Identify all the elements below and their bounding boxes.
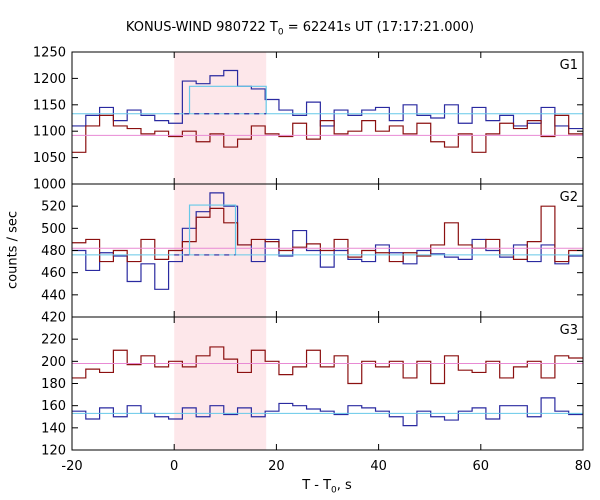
y-tick-label: 120 <box>41 444 66 459</box>
y-tick-label: 1000 <box>33 178 66 193</box>
y-tick-label: 440 <box>41 288 66 303</box>
panel-label: G1 <box>560 58 578 73</box>
x-tick-label: 80 <box>575 459 592 474</box>
x-tick-label: -20 <box>61 459 82 474</box>
series-g3-red <box>72 346 583 385</box>
panel-g1: 1000 1050 1100 1150 1200 1250 G1 <box>33 46 584 193</box>
panel-label: G2 <box>560 190 578 205</box>
series-g2-red <box>72 205 583 263</box>
y-tick-label: 1150 <box>33 98 66 113</box>
y-tick-label: 220 <box>41 333 66 348</box>
y-tick-label: 140 <box>41 421 66 436</box>
x-axis-label: T - T0, s <box>302 478 352 496</box>
y-tick-label: 200 <box>41 355 66 370</box>
x-tick-label: 40 <box>370 459 387 474</box>
y-tick-label: 420 <box>41 311 66 326</box>
panel-frame-g1 <box>71 51 584 185</box>
panel-frame-g3 <box>71 316 584 451</box>
y-tick-label: 180 <box>41 377 66 392</box>
chart-title: KONUS-WIND 980722 T0 = 62241s UT (17:17:… <box>125 20 475 38</box>
panel-g3: 120 140 160 180 200 220 G3 <box>41 316 584 459</box>
x-tick-label: 0 <box>170 459 178 474</box>
panel-label: G3 <box>560 323 578 338</box>
series-g1-burst-mean <box>188 85 267 114</box>
y-tick-label: 480 <box>41 244 66 259</box>
panel-g2: 420 440 460 480 500 520 G2 <box>41 183 584 326</box>
y-tick-label: 160 <box>41 399 66 414</box>
burst-interval-shade <box>174 52 267 450</box>
x-tick-label: 20 <box>268 459 285 474</box>
series-g2-burst-mean <box>188 204 237 255</box>
y-tick-label: 1200 <box>33 72 66 87</box>
x-tick-label: 60 <box>473 459 490 474</box>
y-tick-label: 460 <box>41 266 66 281</box>
y-tick-label: 1100 <box>33 125 66 140</box>
y-axis-label: counts / sec <box>5 210 21 290</box>
series-g1-blue <box>72 69 583 130</box>
series-g1-red <box>72 114 583 153</box>
y-tick-label: 520 <box>41 200 66 215</box>
series-g2-blue <box>72 192 583 290</box>
y-tick-label: 500 <box>41 222 66 237</box>
y-tick-label: 1050 <box>33 151 66 166</box>
y-tick-label: 1250 <box>33 46 66 61</box>
series-g3-blue <box>72 397 583 427</box>
